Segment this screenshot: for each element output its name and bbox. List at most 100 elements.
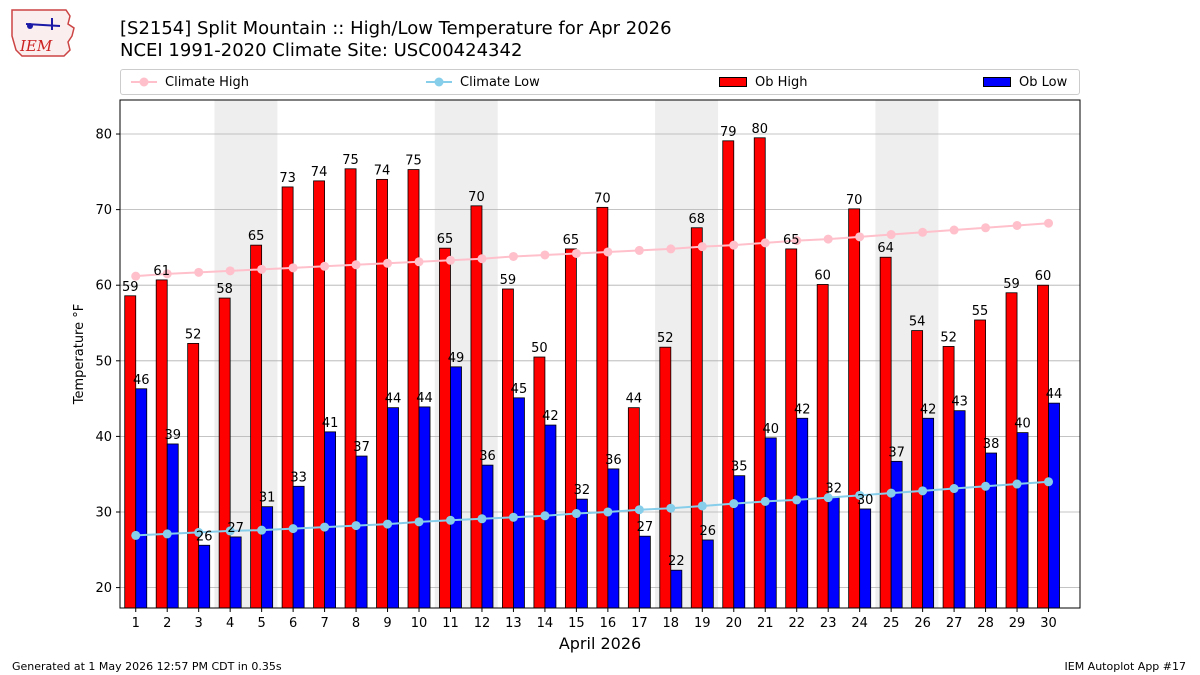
- ob-high-label: 70: [594, 191, 611, 206]
- ob-high-label: 59: [122, 280, 139, 295]
- ob-low-bar: [261, 506, 274, 609]
- x-tick-label: 2: [163, 616, 171, 631]
- ob-low-label: 37: [353, 440, 370, 455]
- ob-low-bar: [953, 410, 966, 609]
- ob-high-label: 60: [1035, 269, 1052, 284]
- iem-logo: IEM: [11, 9, 75, 57]
- x-tick-label: 26: [914, 616, 931, 631]
- climate-high-point: [257, 264, 267, 274]
- legend-ob-low: Ob Low: [983, 70, 1067, 94]
- ob-high-label: 73: [279, 171, 296, 186]
- climate-low-point: [508, 512, 518, 522]
- climate-low-point: [634, 505, 644, 515]
- ob-high-bar: [785, 248, 798, 609]
- climate-low-point: [1044, 477, 1054, 487]
- climate-high-point: [288, 263, 298, 273]
- ob-high-bar: [690, 227, 703, 609]
- ob-high-bar: [942, 346, 955, 609]
- climate-high-point: [823, 234, 833, 244]
- y-axis-label: Temperature °F: [72, 304, 87, 405]
- ob-low-bar: [135, 388, 148, 609]
- climate-low-point: [666, 503, 676, 513]
- ob-high-bar: [564, 248, 577, 609]
- x-tick-label: 14: [537, 616, 554, 631]
- plot-frame: [119, 99, 1081, 609]
- climate-high-point: [981, 223, 991, 233]
- ob-low-bar: [1016, 432, 1029, 609]
- ob-low-bar: [1048, 402, 1060, 609]
- ob-low-bar: [198, 544, 211, 609]
- ob-low-bar: [292, 485, 305, 609]
- climate-low-point: [414, 517, 424, 527]
- ob-high-label: 65: [248, 229, 265, 244]
- y-tick-label: 40: [95, 430, 112, 445]
- ob-high-bar: [187, 343, 200, 609]
- ob-low-label: 44: [385, 392, 402, 407]
- climate-high-line: [135, 222, 1049, 278]
- x-tick-label: 29: [1009, 616, 1026, 631]
- legend-label: Climate Low: [460, 74, 540, 90]
- ob-low-bar: [827, 497, 840, 609]
- ob-high-bar: [281, 186, 294, 609]
- ob-low-label: 26: [700, 524, 717, 539]
- ob-low-label: 42: [542, 409, 559, 424]
- ob-low-label: 22: [668, 554, 685, 569]
- legend-label: Climate High: [165, 74, 250, 90]
- ob-low-bar: [764, 437, 777, 609]
- ob-low-bar: [418, 406, 431, 609]
- climate-low-point: [918, 486, 928, 496]
- x-tick-label: 10: [411, 616, 428, 631]
- ob-high-label: 65: [783, 233, 800, 248]
- ob-high-bar: [218, 297, 231, 609]
- ob-low-label: 31: [259, 491, 276, 506]
- ob-high-label: 74: [311, 165, 328, 180]
- x-tick-label: 17: [631, 616, 648, 631]
- climate-high-point: [666, 244, 676, 254]
- ob-low-bar: [859, 508, 872, 609]
- x-tick-label: 12: [474, 616, 491, 631]
- ob-high-label: 75: [342, 153, 359, 168]
- climate-low-point: [320, 522, 330, 532]
- ob-low-label: 44: [1046, 387, 1063, 402]
- app-label: IEM Autoplot App #17: [1064, 660, 1187, 673]
- ob-low-bar: [985, 452, 997, 609]
- legend-label: Ob High: [755, 74, 808, 90]
- ob-low-bar: [638, 535, 651, 609]
- climate-low-point: [1012, 479, 1022, 489]
- climate-low-point: [445, 515, 455, 525]
- legend: Climate High Climate Low Ob High Ob Low: [120, 69, 1080, 95]
- ob-low-bar: [229, 536, 242, 609]
- ob-high-bar: [155, 279, 168, 609]
- logo-text: IEM: [19, 37, 53, 55]
- climate-high-point: [162, 269, 172, 279]
- ob-high-bar: [879, 256, 892, 609]
- x-tick-label: 21: [757, 616, 774, 631]
- x-tick-label: 3: [195, 616, 203, 631]
- climate-high-point: [855, 232, 865, 242]
- ob-low-label: 37: [888, 445, 905, 460]
- ob-high-bar: [439, 247, 451, 609]
- ob-high-label: 52: [185, 327, 202, 342]
- ob-low-label: 42: [794, 402, 811, 417]
- line-marker-icon: [131, 77, 157, 87]
- ob-low-bar: [670, 569, 683, 609]
- x-tick-label: 7: [320, 616, 328, 631]
- x-tick-label: 5: [257, 616, 265, 631]
- ob-high-label: 79: [720, 125, 737, 140]
- ob-low-bar: [387, 407, 399, 609]
- ob-low-label: 38: [983, 437, 1000, 452]
- climate-low-point: [855, 490, 865, 500]
- climate-low-point: [729, 499, 739, 509]
- ob-low-bar: [355, 455, 368, 609]
- title-line-2: NCEI 1991-2020 Climate Site: USC00424342: [120, 40, 523, 61]
- x-tick-label: 24: [851, 616, 868, 631]
- ob-high-label: 54: [909, 315, 926, 330]
- climate-high-point: [1044, 218, 1054, 228]
- climate-low-point: [225, 526, 235, 536]
- x-tick-label: 11: [442, 616, 459, 631]
- ob-low-bar: [796, 417, 809, 609]
- ob-high-bar: [722, 140, 735, 609]
- x-tick-label: 25: [883, 616, 900, 631]
- x-tick-label: 28: [977, 616, 994, 631]
